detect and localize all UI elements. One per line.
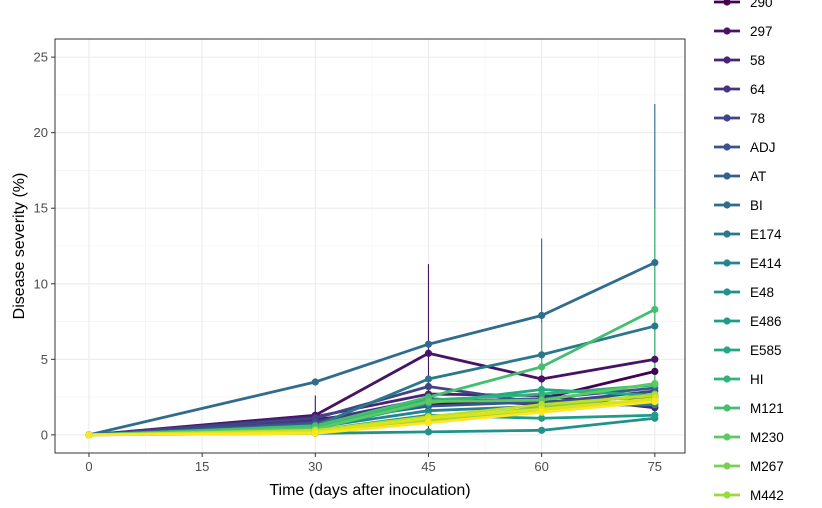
- legend-item: 290: [714, 0, 773, 10]
- legend-key-point: [723, 143, 731, 151]
- data-point-bi: [311, 378, 319, 386]
- x-tick-label: 60: [534, 459, 548, 474]
- data-point-s20: [651, 398, 659, 406]
- y-tick-label: 5: [41, 352, 48, 367]
- data-point-e486: [538, 414, 546, 422]
- legend-key-point: [723, 462, 731, 470]
- legend-label: 297: [750, 24, 773, 39]
- legend-label: M121: [750, 401, 784, 416]
- data-point-s20: [538, 408, 546, 416]
- legend-key-point: [723, 114, 731, 122]
- data-point-m230: [651, 379, 659, 388]
- legend-item: M442: [714, 488, 784, 503]
- data-point-e174: [538, 351, 546, 359]
- legend-label: 78: [750, 111, 765, 126]
- legend-label: 58: [750, 53, 765, 68]
- legend-label: 64: [750, 82, 766, 97]
- legend-item: E585: [714, 343, 782, 358]
- x-axis-title: Time (days after inoculation): [269, 482, 470, 499]
- legend-label: 290: [750, 0, 773, 10]
- legend-item: BI: [714, 198, 763, 213]
- legend-label: M442: [750, 488, 784, 503]
- legend-key-point: [723, 56, 731, 64]
- legend-item: M121: [714, 401, 784, 416]
- legend-key-point: [723, 317, 731, 325]
- legend-item: M230: [714, 430, 784, 445]
- x-tick-label: 0: [85, 459, 92, 474]
- legend-label: E486: [750, 314, 782, 329]
- data-point-e486: [651, 411, 659, 419]
- data-point-bi: [538, 311, 546, 320]
- plot-border: [54, 38, 686, 454]
- legend-item: 297: [714, 24, 773, 39]
- legend-key-point: [723, 404, 731, 412]
- legend-item: E414: [714, 256, 782, 271]
- legend-key-point: [723, 433, 731, 441]
- data-point-s20: [424, 419, 433, 427]
- data-point-m121: [651, 305, 659, 314]
- legend-key-point: [723, 346, 731, 354]
- y-tick-label: 10: [34, 276, 48, 291]
- data-point-m230: [424, 398, 433, 406]
- data-point-s20: [311, 429, 319, 437]
- legend-label: BI: [750, 198, 763, 213]
- legend-label: E48: [750, 285, 774, 300]
- legend-key-point: [723, 375, 731, 383]
- y-tick-label: 15: [34, 201, 48, 216]
- data-point-297: [424, 349, 433, 357]
- legend-key-point: [723, 27, 731, 35]
- legend-item: 78: [714, 111, 765, 126]
- legend-item: ADJ: [714, 140, 776, 155]
- legend-label: HI: [750, 372, 764, 387]
- legend-item: HI: [714, 372, 764, 387]
- data-point-297: [651, 355, 659, 363]
- legend: 290 297 58 64 78 ADJ AT BI E174 E414 E48 E486 E585 HI…: [714, 0, 784, 503]
- legend-item: E174: [714, 227, 782, 242]
- data-point-e48: [538, 426, 546, 434]
- legend-key-point: [723, 259, 731, 267]
- legend-key-point: [723, 0, 731, 6]
- legend-item: M267: [714, 459, 784, 474]
- x-tick-label: 45: [421, 459, 435, 474]
- legend-label: E414: [750, 256, 782, 271]
- data-point-s20: [85, 431, 93, 439]
- legend-item: AT: [714, 169, 766, 184]
- legend-label: M230: [750, 430, 784, 445]
- legend-item: E486: [714, 314, 782, 329]
- legend-key-point: [723, 491, 731, 499]
- series-points: [85, 259, 659, 439]
- axes: 0 15 30 45 60 75 0 5 10 15 20 25: [34, 50, 663, 474]
- legend-item: E48: [714, 285, 774, 300]
- legend-label: E174: [750, 227, 782, 242]
- legend-item: 64: [714, 82, 766, 97]
- legend-label: AT: [750, 169, 766, 184]
- legend-label: M267: [750, 459, 784, 474]
- legend-key-point: [723, 201, 731, 209]
- data-point-78: [424, 382, 433, 391]
- x-tick-label: 75: [648, 459, 662, 474]
- data-point-m121: [538, 363, 546, 371]
- data-point-297: [538, 375, 546, 383]
- legend-key-point: [723, 172, 731, 180]
- y-axis-title: Disease severity (%): [11, 173, 28, 320]
- data-point-bi: [651, 259, 659, 267]
- legend-key-point: [723, 230, 731, 238]
- legend-item: 58: [714, 53, 765, 68]
- y-tick-label: 25: [34, 50, 48, 65]
- y-tick-label: 0: [41, 427, 48, 442]
- y-tick-label: 20: [34, 125, 48, 140]
- legend-key-point: [723, 85, 731, 93]
- data-point-e48: [424, 428, 433, 436]
- legend-key-point: [723, 288, 731, 296]
- legend-label: ADJ: [750, 140, 776, 155]
- x-tick-label: 30: [308, 459, 322, 474]
- data-point-290: [651, 367, 659, 376]
- data-point-e174: [424, 375, 433, 383]
- data-point-hi: [538, 390, 546, 398]
- legend-label: E585: [750, 343, 782, 358]
- data-point-e174: [651, 322, 659, 330]
- x-tick-label: 15: [195, 459, 209, 474]
- data-point-bi: [424, 340, 433, 348]
